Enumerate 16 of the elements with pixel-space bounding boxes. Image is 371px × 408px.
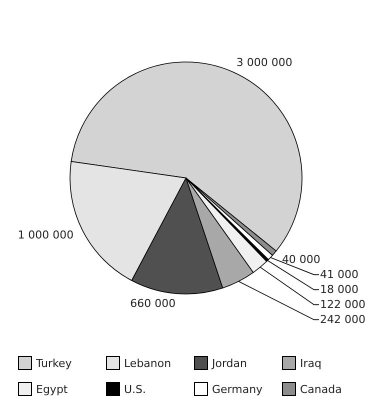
data-label: 40 000 <box>282 253 320 266</box>
data-label: 3 000 000 <box>236 56 292 70</box>
legend-label: U.S. <box>124 382 146 396</box>
legend-label: Turkey <box>36 356 72 370</box>
data-label: 1 000 000 <box>18 228 74 242</box>
legend-label: Germany <box>212 382 263 396</box>
legend-label: Lebanon <box>124 356 172 370</box>
data-label: 122 000 <box>320 298 366 312</box>
data-label: 41 000 <box>320 268 358 282</box>
data-label: 242 000 <box>320 313 366 326</box>
legend-label: Jordan <box>212 356 247 370</box>
legend-label: Canada <box>300 382 342 396</box>
legend-label: Egypt <box>36 382 68 396</box>
data-label: 660 000 <box>130 297 176 310</box>
legend-label: Iraq <box>300 356 322 370</box>
data-label: 18 000 <box>320 283 358 296</box>
